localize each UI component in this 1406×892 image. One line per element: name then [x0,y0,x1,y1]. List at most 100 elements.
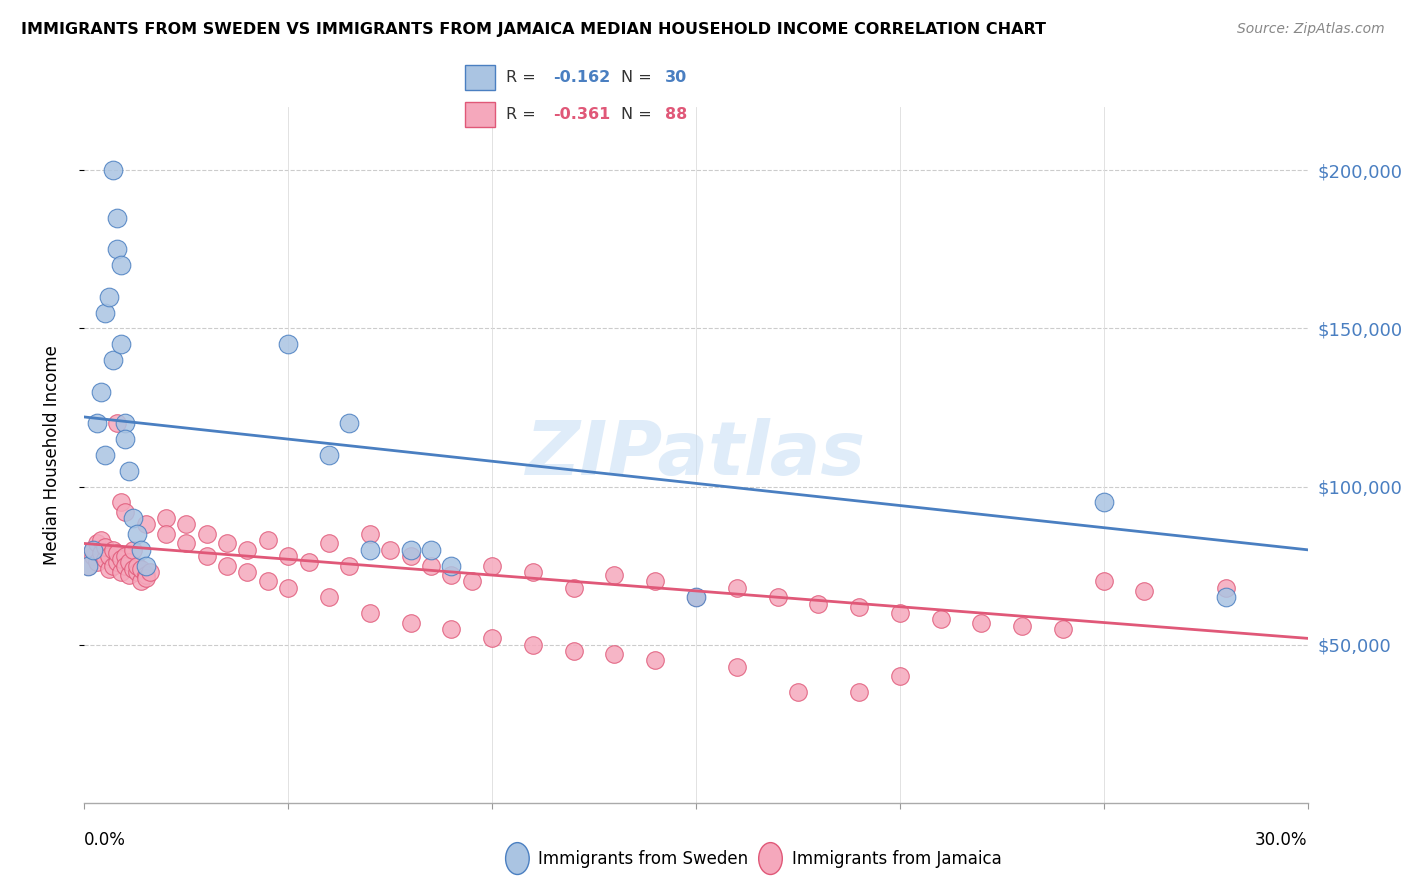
Point [138,565,160,579]
Point [86,417,108,431]
Point [522,565,544,579]
Point [135,517,157,532]
Point [86,556,108,570]
Text: -0.162: -0.162 [553,70,610,85]
Point [105,211,128,225]
Point [110,337,132,351]
Point [97,562,120,576]
FancyBboxPatch shape [465,102,495,128]
Point [127,565,149,579]
Point [86,536,108,550]
Point [105,546,128,560]
Point [155,527,177,541]
Text: IMMIGRANTS FROM SWEDEN VS IMMIGRANTS FROM JAMAICA MEDIAN HOUSEHOLD INCOME CORREL: IMMIGRANTS FROM SWEDEN VS IMMIGRANTS FRO… [21,22,1046,37]
Point [127,558,149,573]
Point [101,353,124,368]
Point [970,615,993,630]
Point [118,568,141,582]
Point [195,549,218,563]
Point [1092,495,1115,509]
Point [1052,622,1074,636]
Point [105,243,128,257]
Point [1215,591,1237,605]
Point [110,552,132,566]
Point [82,542,104,557]
Point [90,384,112,399]
Point [318,591,340,605]
Point [685,591,707,605]
Point [420,558,443,573]
Point [440,622,463,636]
Point [339,417,361,431]
Point [257,574,280,589]
Point [399,549,422,563]
Point [101,163,124,178]
Point [461,574,484,589]
Point [131,562,153,576]
Point [277,337,299,351]
Point [685,591,707,605]
Point [359,606,381,620]
Ellipse shape [506,843,529,874]
Point [122,562,145,576]
Point [217,558,239,573]
Point [481,558,503,573]
Point [644,653,666,667]
Point [82,549,104,563]
Text: R =: R = [506,70,541,85]
Point [725,581,748,595]
Text: Immigrants from Jamaica: Immigrants from Jamaica [792,849,1001,868]
Text: 30.0%: 30.0% [1256,830,1308,848]
Point [195,527,218,541]
Point [122,511,145,525]
Point [114,549,136,563]
Point [155,511,177,525]
Text: 0.0%: 0.0% [84,830,127,848]
Point [97,290,120,304]
Point [1215,581,1237,595]
Text: N =: N = [621,70,658,85]
Ellipse shape [759,843,782,874]
Point [101,542,124,557]
Point [93,540,117,554]
Point [93,448,117,462]
FancyBboxPatch shape [465,64,495,90]
Point [257,533,280,548]
Point [110,495,132,509]
Point [82,542,104,557]
Point [135,568,157,582]
Point [889,606,911,620]
Point [889,669,911,683]
Point [318,536,340,550]
Point [122,542,145,557]
Point [787,685,810,699]
Point [131,542,153,557]
Point [725,660,748,674]
Point [399,542,422,557]
Point [114,432,136,446]
Point [1133,583,1156,598]
Point [298,556,321,570]
Text: 30: 30 [665,70,688,85]
Point [131,574,153,589]
Point [603,568,626,582]
Point [118,556,141,570]
Point [114,505,136,519]
Point [339,558,361,573]
Point [929,612,952,626]
Point [236,542,259,557]
Point [114,558,136,573]
Point [118,464,141,478]
Point [1092,574,1115,589]
Point [277,581,299,595]
Y-axis label: Median Household Income: Median Household Income [42,345,60,565]
Point [277,549,299,563]
Text: R =: R = [506,107,541,122]
Point [93,552,117,566]
Point [481,632,503,646]
Point [1011,618,1033,632]
Point [101,558,124,573]
Point [562,581,585,595]
Point [644,574,666,589]
Point [105,417,128,431]
